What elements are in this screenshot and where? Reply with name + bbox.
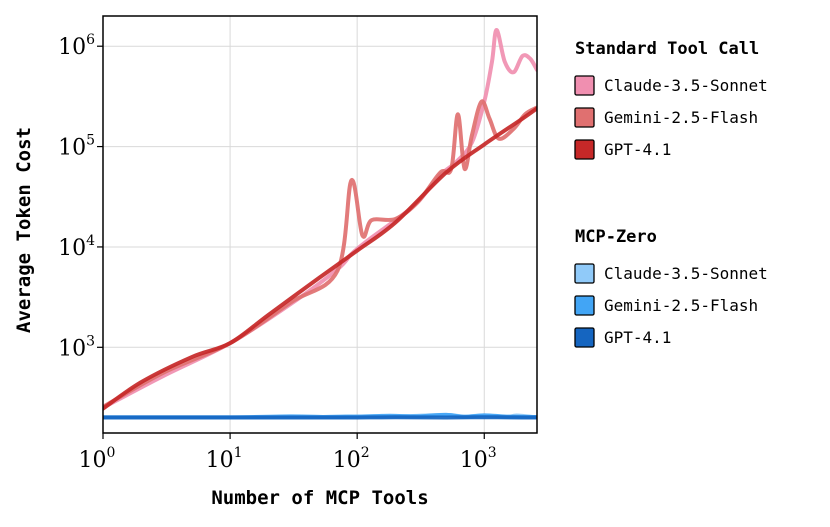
legend: Standard Tool Call Claude-3.5-Sonnet Gemin…	[574, 39, 768, 348]
y-tick-exponent: 3	[86, 333, 95, 349]
y-tick-label: 106	[58, 32, 95, 60]
plot-frame	[102, 15, 538, 434]
x-tick-base: 10	[79, 448, 107, 473]
y-tick-base: 10	[58, 336, 86, 361]
x-tick-label: 103	[460, 445, 497, 473]
x-tick-label: 100	[79, 445, 116, 473]
x-axis-ticks: 100 101 102 103	[79, 433, 497, 473]
legend-swatch	[574, 327, 595, 348]
x-axis-label: Number of MCP Tools	[211, 487, 428, 509]
x-tick-base: 10	[460, 448, 488, 473]
legend-entry-label: Claude-3.5-Sonnet	[604, 76, 768, 95]
x-tick-exponent: 3	[488, 445, 497, 461]
x-tick-exponent: 0	[107, 445, 116, 461]
legend-swatch	[574, 75, 595, 96]
series-line-standard-gemini-2-5-flash	[103, 99, 537, 409]
y-tick-exponent: 6	[86, 32, 95, 48]
y-tick-label: 105	[58, 133, 95, 161]
legend-swatch	[574, 263, 595, 284]
y-axis-label: Average Token Cost	[13, 127, 35, 333]
legend-entry-label: Claude-3.5-Sonnet	[604, 264, 768, 283]
y-tick-label: 103	[58, 333, 95, 361]
x-tick-exponent: 1	[234, 445, 243, 461]
series-line-standard-claude-3-5-sonnet	[103, 28, 537, 410]
legend-swatch	[574, 107, 595, 128]
legend-swatch	[574, 139, 595, 160]
x-tick-label: 102	[333, 445, 370, 473]
series-line-standard-gpt-4-1	[103, 106, 537, 411]
x-tick-base: 10	[333, 448, 361, 473]
x-tick-base: 10	[206, 448, 234, 473]
grid-lines	[102, 16, 537, 433]
y-tick-base: 10	[58, 35, 86, 60]
legend-entry-label: Gemini-2.5-Flash	[604, 108, 758, 127]
legend-entry-label: GPT-4.1	[604, 328, 671, 347]
legend-group-title: Standard Tool Call	[575, 39, 759, 59]
y-tick-exponent: 5	[86, 133, 95, 149]
legend-group-title: MCP-Zero	[575, 227, 657, 247]
legend-entry-label: GPT-4.1	[604, 140, 671, 159]
y-tick-base: 10	[58, 136, 86, 161]
x-tick-label: 101	[206, 445, 243, 473]
y-tick-exponent: 4	[86, 233, 95, 249]
series-lines	[103, 28, 537, 420]
legend-swatch	[574, 295, 595, 316]
x-tick-exponent: 2	[361, 445, 370, 461]
y-tick-label: 104	[58, 233, 95, 261]
y-tick-base: 10	[58, 236, 86, 261]
legend-entry-label: Gemini-2.5-Flash	[604, 296, 758, 315]
